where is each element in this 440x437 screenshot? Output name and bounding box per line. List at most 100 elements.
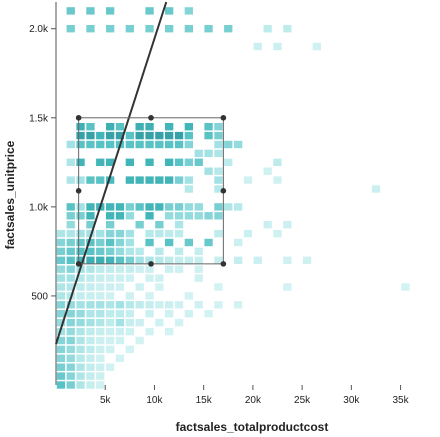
- selection-handles[interactable]: [75, 114, 227, 267]
- heatmap-cell: [115, 123, 125, 131]
- heatmap-cell: [135, 247, 144, 256]
- heatmap-cell: [165, 327, 174, 336]
- heatmap-cell: [135, 256, 144, 264]
- heatmap-cell: [86, 292, 95, 300]
- heatmap-cell: [155, 318, 164, 327]
- heatmap-cell: [76, 318, 85, 327]
- heatmap-cell: [234, 203, 243, 211]
- heatmap-cell: [125, 318, 134, 327]
- heatmap-cell: [145, 176, 154, 184]
- heatmap-cell: [371, 185, 381, 193]
- heatmap-cell: [86, 274, 95, 282]
- heatmap-cell: [76, 247, 85, 256]
- heatmap-cell: [106, 310, 115, 318]
- heatmap-cell: [145, 131, 154, 140]
- heatmap-cell: [96, 247, 105, 256]
- heatmap-cell: [106, 7, 115, 15]
- heatmap-cell: [86, 318, 95, 327]
- heatmap-cell: [204, 238, 213, 247]
- heatmap-cell: [106, 123, 115, 131]
- heatmap-cell: [194, 265, 203, 273]
- heatmap-cell: [66, 7, 75, 15]
- heatmap-cell: [125, 158, 134, 166]
- heatmap-cell: [125, 131, 134, 140]
- overlay-layer: [55, 1, 227, 345]
- heatmap-cell: [66, 336, 75, 345]
- x-axis-ticks: 5k 10k 15k 20k 25k 30k 35k: [100, 385, 410, 406]
- heatmap-cell: [76, 131, 85, 140]
- heatmap-cell: [96, 274, 105, 282]
- heatmap-cell: [155, 274, 164, 282]
- heatmap-cell: [66, 212, 75, 220]
- heatmap-cell: [145, 301, 154, 309]
- heatmap-cell: [86, 372, 95, 380]
- heatmap-cell: [115, 203, 125, 211]
- heatmap-cell: [174, 256, 184, 264]
- heatmap-cell: [66, 363, 75, 371]
- heatmap-cell: [86, 140, 95, 149]
- heatmap-cell: [145, 203, 154, 211]
- selection-handle[interactable]: [75, 114, 82, 121]
- heatmap-cell: [214, 131, 223, 140]
- heatmap-cell: [214, 203, 223, 211]
- heatmap-cell: [56, 310, 66, 318]
- heatmap-cell: [115, 336, 125, 345]
- heatmap-cell: [96, 336, 105, 345]
- selection-handle[interactable]: [75, 188, 82, 194]
- selection-handle[interactable]: [148, 261, 154, 267]
- heatmap-cell: [145, 274, 154, 282]
- heatmap-cell: [96, 381, 105, 389]
- heatmap-cell: [86, 176, 95, 184]
- heatmap-cell: [96, 327, 105, 336]
- heatmap-cell: [106, 158, 115, 166]
- heatmap-cell: [56, 238, 66, 247]
- heatmap-cell: [106, 327, 115, 336]
- heatmap-cell: [66, 310, 75, 318]
- heatmap-cell: [76, 301, 85, 309]
- heatmap-cell: [224, 25, 233, 33]
- selection-handle[interactable]: [148, 114, 154, 121]
- heatmap-cell: [174, 158, 184, 166]
- heatmap-cell: [106, 212, 115, 220]
- heatmap-cell: [125, 247, 134, 256]
- heatmap-cell: [115, 318, 125, 327]
- selection-handle[interactable]: [220, 188, 227, 194]
- heatmap-cell: [194, 212, 203, 220]
- heatmap-cell: [96, 345, 105, 354]
- heatmap-cell: [234, 256, 243, 264]
- heatmap-cell: [86, 123, 95, 131]
- heatmap-cell: [135, 283, 144, 291]
- heatmap-cell: [115, 301, 125, 309]
- heatmap-cell: [106, 247, 115, 256]
- heatmap-cell: [273, 176, 282, 184]
- heatmap-cell: [204, 212, 213, 220]
- heatmap-cell: [66, 265, 75, 273]
- heatmap-cell: [155, 221, 164, 229]
- heatmap-cell: [125, 140, 134, 149]
- heatmap-cell: [214, 176, 223, 184]
- heatmap-cell: [76, 381, 85, 389]
- heatmap-cell: [204, 131, 213, 140]
- heatmap-cell: [76, 238, 85, 247]
- selection-handle[interactable]: [75, 261, 82, 267]
- heatmap-cell: [214, 256, 223, 264]
- heatmap-cell: [184, 25, 193, 33]
- heatmap-cell: [66, 140, 75, 149]
- heatmap-cell: [165, 212, 174, 220]
- heatmap-cell: [145, 7, 154, 15]
- heatmap-cell: [214, 212, 223, 220]
- heatmap-cell: [165, 25, 174, 33]
- heatmap-cell: [76, 229, 85, 238]
- heatmap-cell: [204, 25, 213, 33]
- heatmap-cell: [86, 229, 95, 238]
- heatmap-cell: [66, 354, 75, 362]
- heatmap-cell: [56, 363, 66, 371]
- selection-handle[interactable]: [220, 261, 227, 267]
- selection-handle[interactable]: [220, 114, 227, 121]
- heatmap-cell: [86, 354, 95, 362]
- heatmap-cell: [66, 318, 75, 327]
- heatmap-cell: [155, 283, 164, 291]
- heatmap-cell: [106, 292, 115, 300]
- heatmap-cell: [312, 42, 321, 51]
- heatmap-cell: [135, 336, 144, 345]
